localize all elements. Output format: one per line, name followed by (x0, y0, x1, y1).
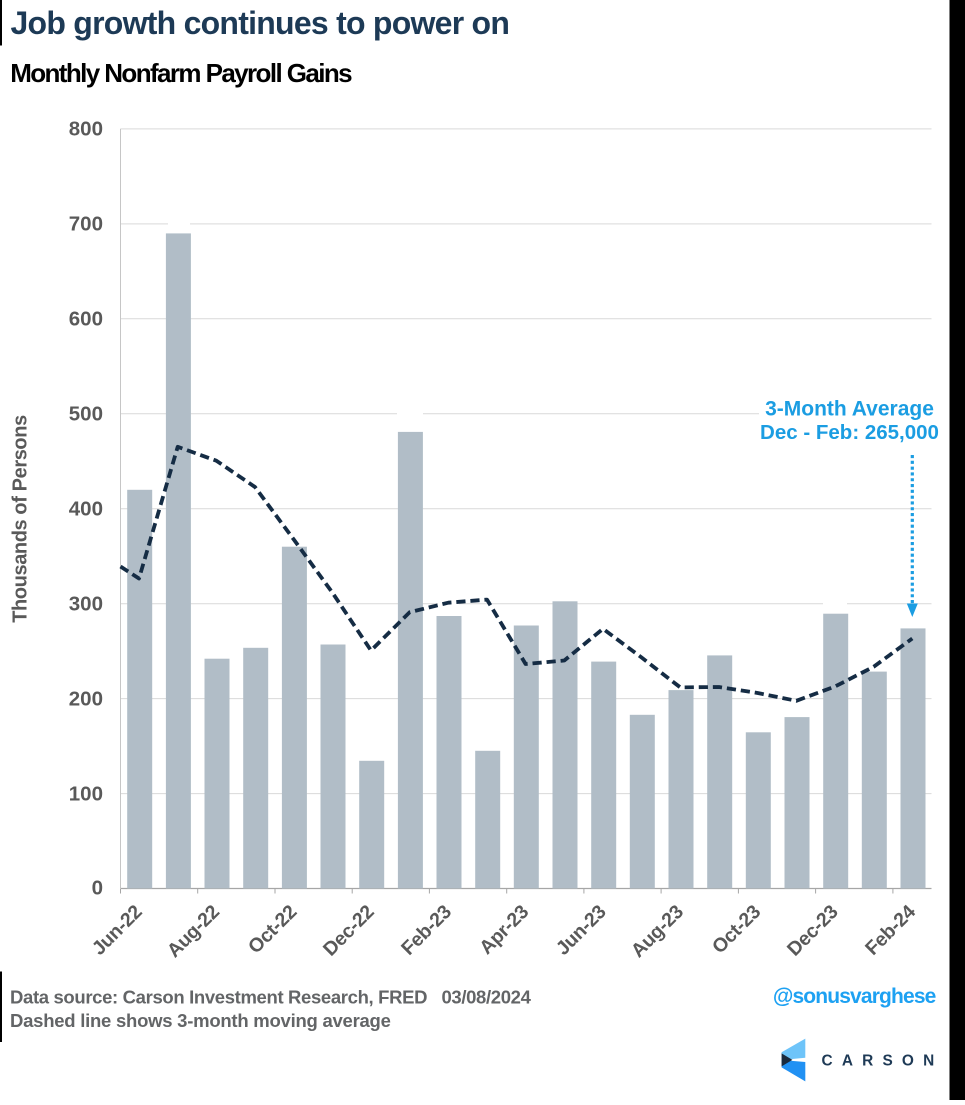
svg-text:Job growth continues to power: Job growth continues to power on (11, 5, 510, 41)
svg-text:400: 400 (69, 498, 103, 521)
svg-text:Dec - Feb: 265,000: Dec - Feb: 265,000 (760, 421, 939, 444)
svg-text:3-Month Average: 3-Month Average (765, 398, 934, 421)
svg-text:0: 0 (92, 876, 103, 899)
svg-text:800: 800 (69, 118, 103, 141)
svg-text:700: 700 (69, 213, 103, 236)
svg-text:Dashed line shows 3-month movi: Dashed line shows 3-month moving average (10, 1010, 391, 1031)
svg-text:Thousands of Persons: Thousands of Persons (10, 415, 32, 623)
svg-text:100: 100 (69, 782, 103, 805)
svg-text:Monthly Nonfarm Payroll Gains: Monthly Nonfarm Payroll Gains (10, 58, 352, 88)
svg-text:@sonusvarghese: @sonusvarghese (773, 985, 936, 1008)
svg-text:300: 300 (69, 593, 103, 616)
svg-text:CARSON: CARSON (822, 1053, 944, 1070)
svg-text:600: 600 (69, 308, 103, 331)
svg-text:500: 500 (69, 403, 103, 426)
svg-text:200: 200 (69, 687, 103, 710)
svg-text:Data source: Carson Investment: Data source: Carson Investment Research,… (10, 986, 532, 1007)
